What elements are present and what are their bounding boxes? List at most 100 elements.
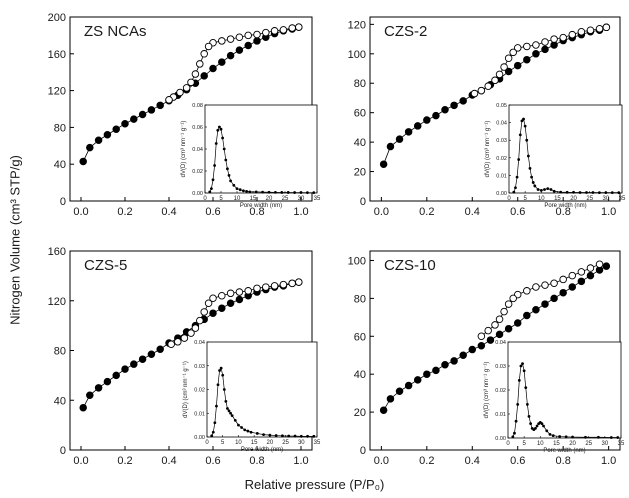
pore-distribution-point xyxy=(227,174,231,177)
pore-distribution-point xyxy=(549,188,553,191)
pore-distribution-point xyxy=(527,415,531,418)
adsorption-point xyxy=(486,336,495,344)
pore-distribution-point xyxy=(248,190,252,194)
inset-x-axis-title: Pore width (nm) xyxy=(543,448,585,454)
pore-distribution-point xyxy=(219,366,223,370)
x-tick-label: 1.0 xyxy=(293,206,308,218)
pore-distribution-point xyxy=(522,117,525,121)
adsorption-point xyxy=(513,61,522,70)
pore-distribution-point xyxy=(528,166,532,170)
x-tick-label: 0.2 xyxy=(419,455,434,467)
pore-distribution-point xyxy=(232,183,236,187)
pore-distribution-point xyxy=(585,191,588,194)
inset-y-tick-label: 0.04 xyxy=(192,147,203,153)
pore-distribution-point xyxy=(274,190,277,194)
adsorption-point xyxy=(413,122,422,130)
adsorption-point xyxy=(423,116,431,124)
x-tick-label: 0.4 xyxy=(161,455,176,467)
y-tick-label: 0 xyxy=(60,445,66,457)
inset-x-tick-label: 25 xyxy=(586,196,593,202)
pore-distribution-point xyxy=(511,435,515,439)
pore-distribution-point xyxy=(526,154,530,158)
desorption-point xyxy=(200,308,208,316)
y-tick-label: 40 xyxy=(54,395,66,407)
adsorption-point xyxy=(130,115,138,123)
inset-y-tick-label: 0.03 xyxy=(194,364,205,370)
inset-x-tick-label: 25 xyxy=(585,441,592,447)
adsorption-point xyxy=(138,355,147,363)
desorption-point xyxy=(484,326,492,335)
pore-distribution-point xyxy=(208,190,212,194)
inset-y-tick-label: 0.01 xyxy=(495,412,506,418)
pore-distribution-point xyxy=(306,434,309,438)
x-tick-label: 0.2 xyxy=(419,206,434,218)
x-tick-label: 0.6 xyxy=(205,206,220,218)
desorption-point xyxy=(209,294,217,303)
inset-y-tick-label: 0.03 xyxy=(495,364,506,370)
adsorption-point xyxy=(86,143,94,152)
desorption-point xyxy=(495,315,504,323)
y-tick-label: 60 xyxy=(354,331,366,343)
adsorption-point xyxy=(209,64,217,73)
pore-distribution-point xyxy=(216,383,220,387)
desorption-point xyxy=(244,31,252,40)
pore-distribution-point xyxy=(513,431,516,435)
pore-distribution-point xyxy=(552,189,556,193)
adsorption-point xyxy=(253,37,261,45)
desorption-point xyxy=(559,33,567,42)
pore-distribution-point xyxy=(233,418,237,422)
pore-distribution-point xyxy=(280,191,284,194)
y-tick-label: 80 xyxy=(54,122,66,134)
x-tick-label: 1.0 xyxy=(293,455,308,467)
inset-x-tick-label: 15 xyxy=(554,196,561,202)
pore-distribution-point xyxy=(525,138,529,142)
adsorption-point xyxy=(523,55,531,64)
pore-distribution-point xyxy=(604,191,608,195)
desorption-point xyxy=(187,329,195,337)
pore-distribution-point xyxy=(213,421,217,425)
desorption-point xyxy=(253,284,261,293)
desorption-point xyxy=(196,316,204,325)
desorption-point xyxy=(288,24,296,32)
adsorption-point xyxy=(209,309,217,317)
adsorption-point xyxy=(147,350,156,358)
adsorption-point xyxy=(200,72,208,80)
desorption-point xyxy=(176,88,184,97)
pore-distribution-point xyxy=(287,434,291,438)
y-tick-label: 0 xyxy=(360,196,366,208)
desorption-point xyxy=(541,281,549,289)
pore-distribution-point xyxy=(524,386,528,389)
inset-x-tick-label: 35 xyxy=(314,440,321,446)
adsorption-point xyxy=(244,41,252,50)
pore-distribution-point xyxy=(222,388,226,391)
pore-distribution-point xyxy=(536,188,540,191)
pore-distribution-point xyxy=(222,147,226,151)
desorption-point xyxy=(509,294,517,303)
x-tick-label: 1.0 xyxy=(601,206,616,218)
pore-distribution-point xyxy=(229,179,233,183)
adsorption-point xyxy=(586,271,595,280)
desorption-point xyxy=(500,307,508,316)
pore-distribution-point xyxy=(572,190,575,194)
y-tick-label: 0 xyxy=(60,196,66,208)
panel-title: CZS-2 xyxy=(384,23,427,40)
desorption-point xyxy=(477,86,486,95)
desorption-point xyxy=(218,37,226,45)
pore-distribution-point xyxy=(227,409,231,413)
adsorption-point xyxy=(477,342,486,350)
inset-x-tick-label: 35 xyxy=(619,196,626,202)
adsorption-point xyxy=(459,97,467,105)
desorption-point xyxy=(470,89,479,98)
inset-y-tick-label: 0.00 xyxy=(495,436,506,442)
adsorption-point xyxy=(379,406,388,414)
inset-x-tick-label: 30 xyxy=(602,441,609,447)
desorption-point xyxy=(523,287,531,295)
pore-size-inset: 0 5 10 15 20 25 30 35 0.00 0.01 0.02 0.03 0.04 Pore w… xyxy=(484,340,625,454)
adsorption-point xyxy=(468,345,477,354)
inset-x-tick-label: 25 xyxy=(282,196,289,202)
pore-distribution-point xyxy=(519,364,523,368)
desorption-point xyxy=(523,42,531,51)
desorption-point xyxy=(484,82,492,90)
pore-distribution-point xyxy=(230,414,234,418)
adsorption-point xyxy=(130,360,138,368)
